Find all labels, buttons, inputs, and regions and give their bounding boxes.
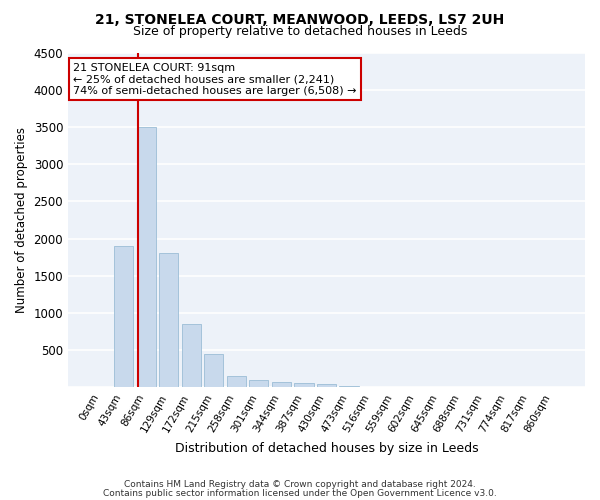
Text: 21, STONELEA COURT, MEANWOOD, LEEDS, LS7 2UH: 21, STONELEA COURT, MEANWOOD, LEEDS, LS7… <box>95 12 505 26</box>
Bar <box>227 376 246 388</box>
Y-axis label: Number of detached properties: Number of detached properties <box>15 127 28 313</box>
Bar <box>295 383 314 388</box>
Bar <box>317 384 336 388</box>
Bar <box>159 254 178 388</box>
Bar <box>92 386 110 388</box>
Text: Contains HM Land Registry data © Crown copyright and database right 2024.: Contains HM Land Registry data © Crown c… <box>124 480 476 489</box>
Bar <box>204 354 223 388</box>
Text: Contains public sector information licensed under the Open Government Licence v3: Contains public sector information licen… <box>103 488 497 498</box>
Bar <box>362 386 381 388</box>
X-axis label: Distribution of detached houses by size in Leeds: Distribution of detached houses by size … <box>175 442 478 455</box>
Bar <box>272 382 291 388</box>
Text: Size of property relative to detached houses in Leeds: Size of property relative to detached ho… <box>133 25 467 38</box>
Bar <box>114 246 133 388</box>
Text: 21 STONELEA COURT: 91sqm
← 25% of detached houses are smaller (2,241)
74% of sem: 21 STONELEA COURT: 91sqm ← 25% of detach… <box>73 62 357 96</box>
Bar <box>340 386 359 388</box>
Bar <box>250 380 268 388</box>
Bar <box>182 324 201 388</box>
Bar <box>137 127 156 388</box>
